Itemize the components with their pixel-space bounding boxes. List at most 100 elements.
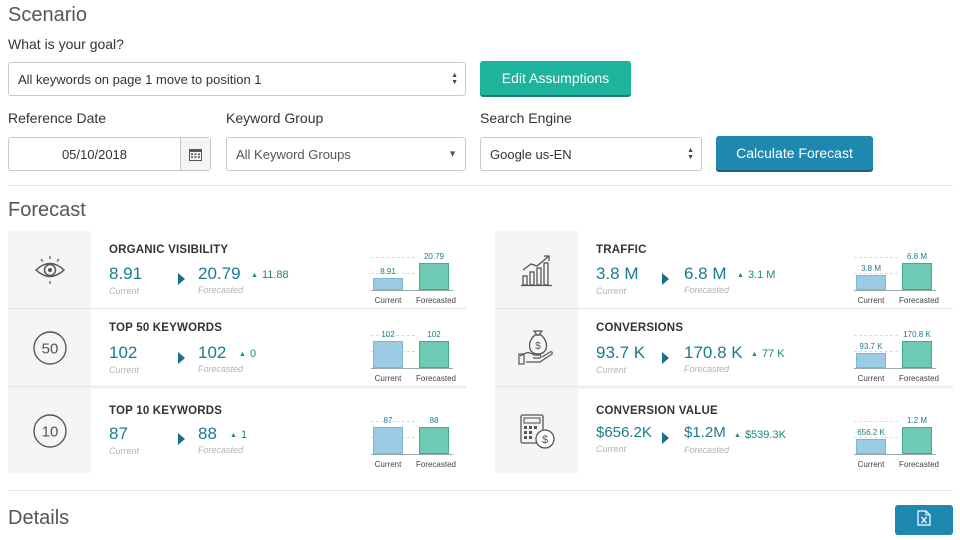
bar-current-label: 87	[383, 416, 393, 425]
delta-value: ▲ 77 K	[751, 348, 785, 360]
bar-current-label: 93.7 K	[859, 342, 883, 351]
current-value: 102	[109, 343, 138, 362]
forecasted-value: 102	[198, 343, 227, 362]
chart-gridline	[854, 273, 898, 274]
bar-current-label: 8.91	[380, 267, 396, 276]
up-triangle-icon: ▲	[751, 351, 758, 358]
reference-date-label: Reference Date	[8, 110, 107, 126]
current-caption: Current	[109, 286, 140, 296]
forecasted-caption: Forecasted	[198, 445, 244, 455]
metric-name: ORGANIC VISIBILITY	[109, 244, 229, 256]
chart-gridline	[371, 257, 415, 258]
excel-export-button[interactable]	[895, 505, 953, 535]
bar-forecasted-label: 20.79	[423, 252, 445, 261]
forecasted-caption: Forecasted	[684, 285, 730, 295]
axis-label-current: Current	[374, 296, 402, 305]
current-value: 8.91	[109, 264, 143, 283]
bar-forecasted-label: 1.2 M	[906, 416, 927, 425]
bar-forecasted-label: 88	[429, 416, 439, 425]
chart-gridline	[854, 351, 898, 352]
svg-text:$: $	[541, 434, 547, 446]
search-engine-select[interactable]: Google us-EN ▲ ▼	[480, 137, 702, 171]
metric-content: CONVERSIONS 93.7 K Current 170.8 K Forec…	[578, 309, 953, 386]
bar-forecasted	[419, 427, 449, 454]
reference-date-value[interactable]: 05/10/2018	[61, 146, 128, 162]
goal-select[interactable]: All keywords on page 1 move to position …	[8, 62, 466, 96]
delta-value: ▲ 0	[239, 348, 257, 360]
play-arrow-icon	[662, 432, 669, 444]
chart-baseline	[371, 454, 453, 455]
chart-baseline	[854, 454, 936, 455]
chart-gridline	[854, 257, 898, 258]
up-triangle-icon: ▲	[239, 351, 246, 358]
forecasted-caption: Forecasted	[198, 285, 244, 295]
current-caption: Current	[596, 444, 627, 454]
chart-gridline	[371, 273, 415, 274]
bar-current	[373, 341, 403, 368]
axis-label-current: Current	[857, 374, 885, 383]
bar-current-label: 102	[381, 330, 395, 339]
current-value: 93.7 K	[596, 343, 646, 362]
bar-forecasted-label: 102	[427, 330, 441, 339]
delta-value: ▲ 1	[230, 429, 248, 441]
details-title: Details	[8, 507, 70, 529]
metric-content: TOP 10 KEYWORDS 87 Current 88 Forecasted…	[91, 389, 466, 473]
up-triangle-icon: ▲	[230, 432, 237, 439]
metric-content: TRAFFIC 3.8 M Current 6.8 M Forecasted ▲…	[578, 231, 953, 308]
metric-content: ORGANIC VISIBILITY 8.91 Current 20.79 Fo…	[91, 231, 466, 308]
goal-select-value: All keywords on page 1 move to position …	[18, 71, 262, 87]
keyword-group-select[interactable]: All Keyword Groups ▼	[226, 137, 466, 171]
axis-label-forecasted: Forecasted	[415, 374, 457, 383]
bar-current	[856, 439, 886, 454]
top-50-icon: 50	[8, 309, 91, 386]
up-triangle-icon: ▲	[734, 432, 741, 439]
delta-value: ▲ 3.1 M	[737, 269, 776, 281]
chart-baseline	[371, 290, 453, 291]
eye-icon	[8, 231, 91, 308]
calculator-coin-icon: $	[495, 389, 578, 473]
mini-bar-chart: 87 88 Current Forecasted	[371, 389, 467, 473]
forecasted-value: 20.79	[198, 264, 241, 283]
bar-current-label: 656.2 K	[857, 428, 885, 437]
metric-row-conversions: $ CONVERSIONS 93.7 K Current 170.8 K For…	[495, 309, 953, 387]
metric-row-traffic: TRAFFIC 3.8 M Current 6.8 M Forecasted ▲…	[495, 231, 953, 309]
bar-forecasted-label: 6.8 M	[906, 252, 927, 261]
axis-label-current: Current	[374, 460, 402, 469]
select-arrows-icon: ▲ ▼	[451, 72, 458, 86]
bar-current	[373, 427, 403, 454]
scenario-title: Scenario	[8, 4, 87, 26]
metric-content: CONVERSION VALUE $656.2K Current $1.2M F…	[578, 389, 953, 473]
caret-down-icon: ▼	[448, 148, 457, 159]
axis-label-current: Current	[857, 460, 885, 469]
current-caption: Current	[109, 446, 140, 456]
delta-value: ▲ $539.3K	[734, 429, 786, 441]
mini-bar-chart: 656.2 K 1.2 M Current Forecasted	[854, 389, 950, 473]
calculate-forecast-button[interactable]: Calculate Forecast	[716, 136, 873, 170]
bar-current	[856, 353, 886, 368]
chart-baseline	[854, 368, 936, 369]
calendar-icon[interactable]	[180, 138, 210, 170]
growth-chart-icon	[495, 231, 578, 308]
svg-text:10: 10	[41, 424, 58, 441]
bar-current-label: 3.8 M	[860, 264, 881, 273]
forecasted-value: 170.8 K	[684, 343, 743, 362]
forecasted-value: $1.2M	[684, 424, 726, 441]
svg-text:50: 50	[41, 340, 58, 357]
metric-name: TOP 10 KEYWORDS	[109, 405, 223, 417]
forecasted-caption: Forecasted	[684, 364, 730, 374]
edit-assumptions-button[interactable]: Edit Assumptions	[480, 61, 631, 95]
axis-label-forecasted: Forecasted	[898, 460, 940, 469]
chart-gridline	[371, 421, 415, 422]
bar-forecasted	[419, 341, 449, 368]
metric-row-top-50-keywords: 50 TOP 50 KEYWORDS 102 Current 102 Forec…	[8, 309, 466, 387]
chart-gridline	[854, 437, 898, 438]
reference-date-field[interactable]: 05/10/2018	[8, 137, 211, 171]
forecasted-caption: Forecasted	[684, 445, 730, 455]
play-arrow-icon	[662, 352, 669, 364]
axis-label-forecasted: Forecasted	[415, 296, 457, 305]
divider	[8, 490, 953, 491]
metric-row-top-10-keywords: 10 TOP 10 KEYWORDS 87 Current 88 Forecas…	[8, 389, 466, 473]
chart-gridline	[854, 335, 898, 336]
up-triangle-icon: ▲	[737, 272, 744, 279]
bar-current	[373, 278, 403, 290]
